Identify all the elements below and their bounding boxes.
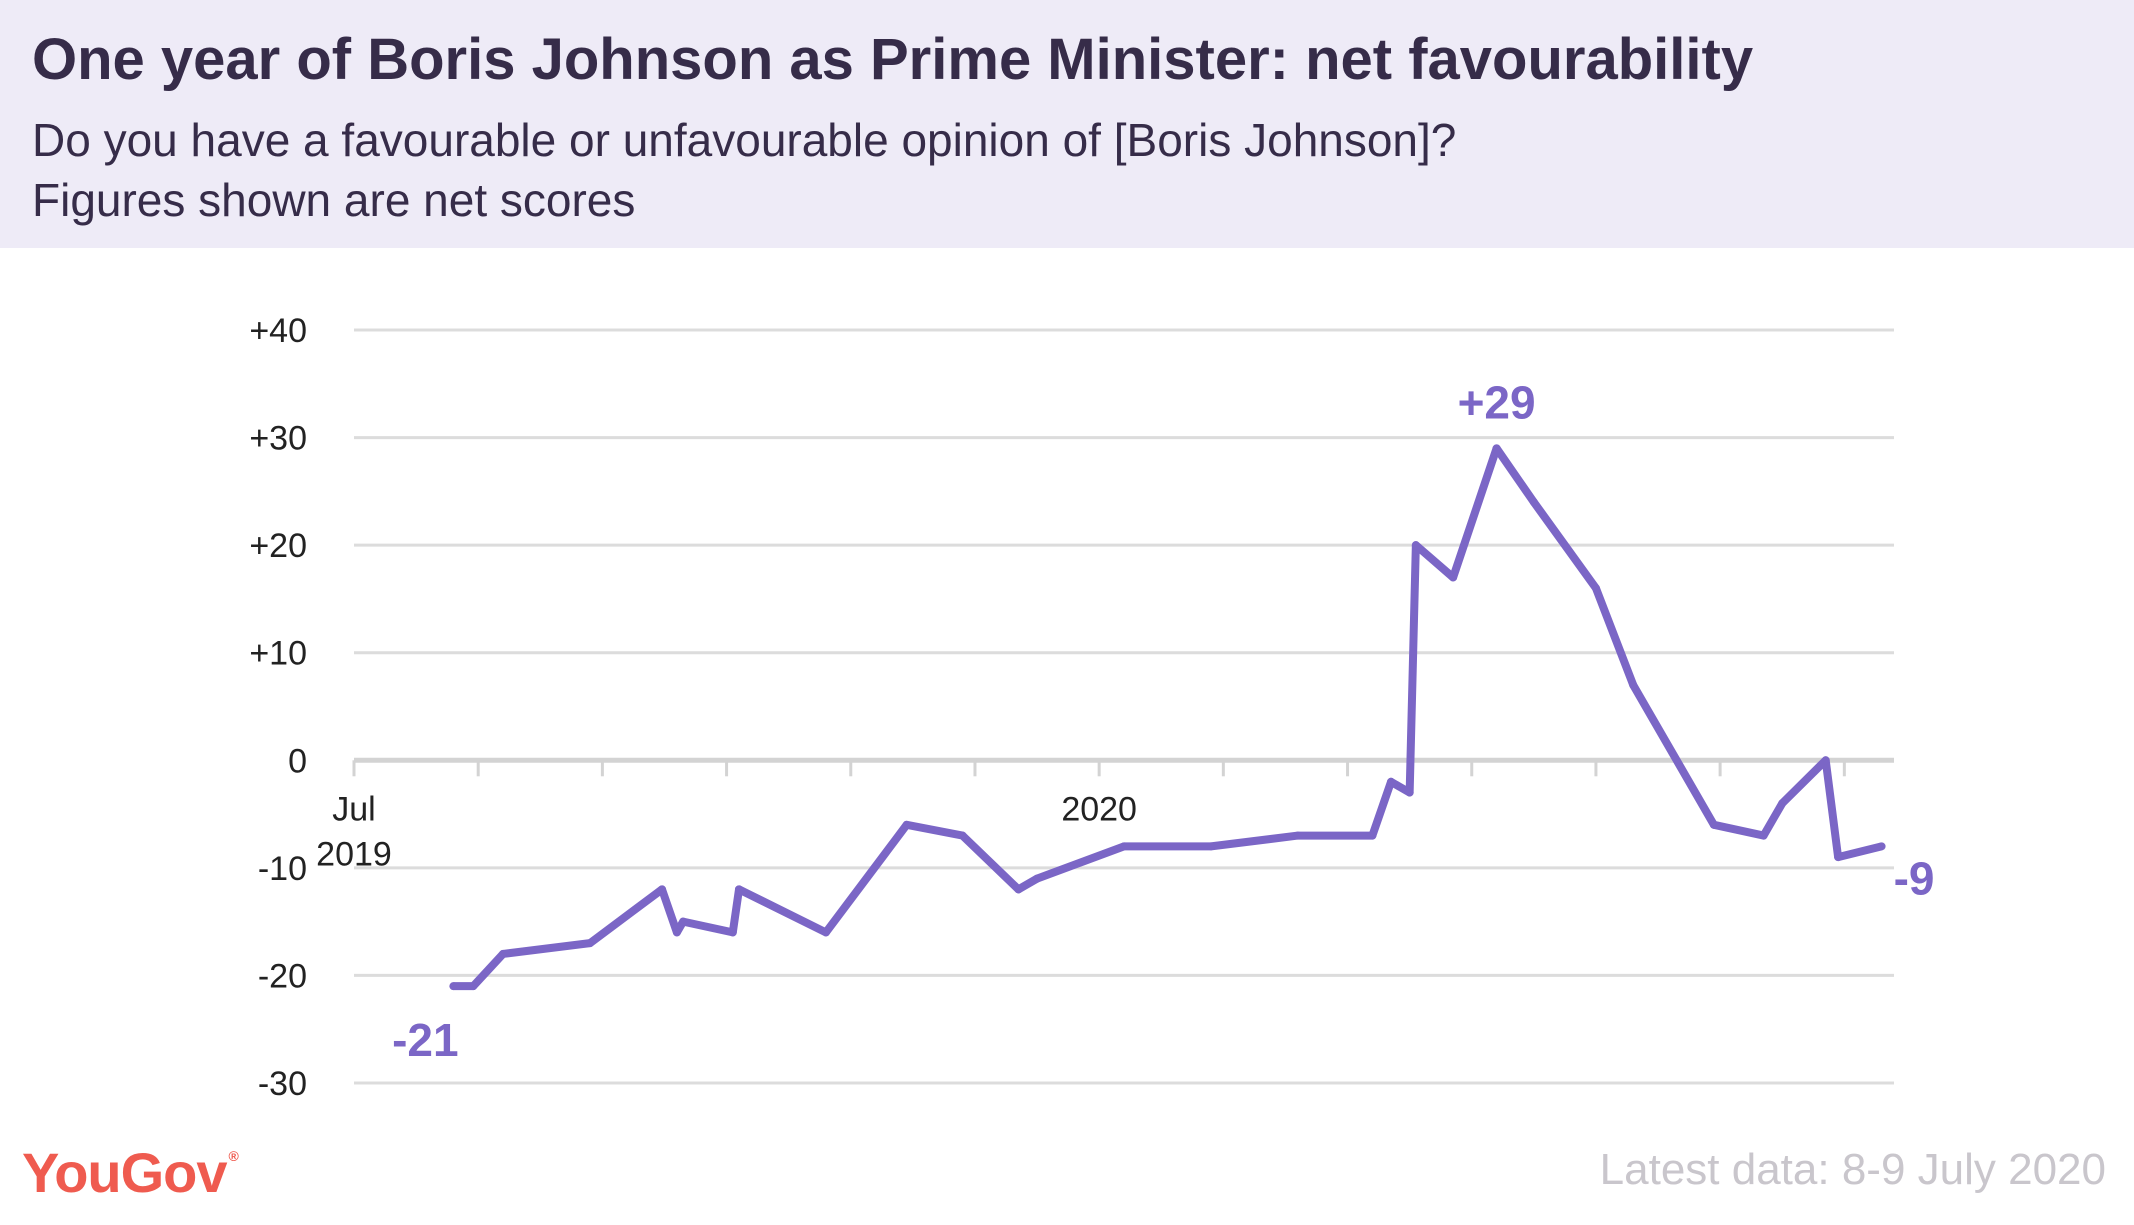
data-point	[1387, 777, 1396, 786]
data-point	[1529, 498, 1538, 507]
y-tick-label: +30	[249, 420, 307, 458]
data-point	[1778, 799, 1787, 808]
data-point	[449, 982, 458, 991]
data-point	[1405, 788, 1414, 797]
data-point	[1033, 874, 1042, 883]
data-point	[1834, 853, 1843, 862]
data-point	[1293, 831, 1302, 840]
data-point	[1411, 541, 1420, 550]
chart-title: One year of Boris Johnson as Prime Minis…	[32, 27, 1754, 92]
data-point	[1492, 444, 1501, 453]
latest-data-note: Latest data: 8-9 July 2020	[1599, 1145, 2106, 1194]
data-point	[672, 928, 681, 937]
data-point	[1821, 756, 1830, 765]
x-tick-label: Jul	[332, 790, 375, 828]
y-tick-label: +40	[249, 312, 307, 350]
data-label: -9	[1894, 852, 1935, 904]
y-tick-label: -20	[258, 957, 307, 995]
yougov-logo: YouGov ®	[22, 1140, 239, 1205]
data-point	[728, 928, 737, 937]
data-point	[1759, 831, 1768, 840]
data-point	[735, 885, 743, 894]
data-point	[499, 949, 508, 958]
data-point	[679, 917, 688, 926]
data-point	[1120, 842, 1128, 851]
data-point	[821, 928, 830, 937]
logo-text: YouGov	[22, 1141, 228, 1204]
data-point	[1014, 885, 1023, 894]
data-point	[1709, 820, 1718, 829]
data-point	[469, 982, 478, 991]
y-tick-label: -10	[258, 850, 307, 888]
data-point	[1206, 842, 1215, 851]
series-line	[453, 444, 1883, 991]
data-point	[902, 820, 911, 829]
data-label: -21	[392, 1014, 458, 1066]
registered-mark: ®	[228, 1148, 239, 1164]
data-point	[1368, 831, 1377, 840]
subtitle-note: Figures shown are net scores	[32, 174, 636, 226]
data-point	[1629, 680, 1638, 689]
chart-header: One year of Boris Johnson as Prime Minis…	[0, 0, 2134, 248]
data-label: +29	[1458, 376, 1536, 428]
data-point	[658, 885, 666, 894]
data-point	[1877, 842, 1886, 851]
data-point	[1591, 584, 1600, 593]
y-tick-label: +10	[249, 635, 307, 673]
data-point	[585, 939, 594, 948]
y-tick-label: 0	[288, 742, 307, 780]
y-tick-label: +20	[249, 527, 307, 565]
data-point	[1449, 573, 1458, 582]
x-tick-label: 2019	[316, 835, 392, 873]
y-tick-label: -30	[258, 1065, 307, 1103]
chart-subtitle: Do you have a favourable or unfavourable…	[32, 110, 1456, 230]
data-point	[958, 831, 967, 840]
subtitle-question: Do you have a favourable or unfavourable…	[32, 114, 1457, 166]
x-tick-label: 2020	[1061, 790, 1137, 828]
